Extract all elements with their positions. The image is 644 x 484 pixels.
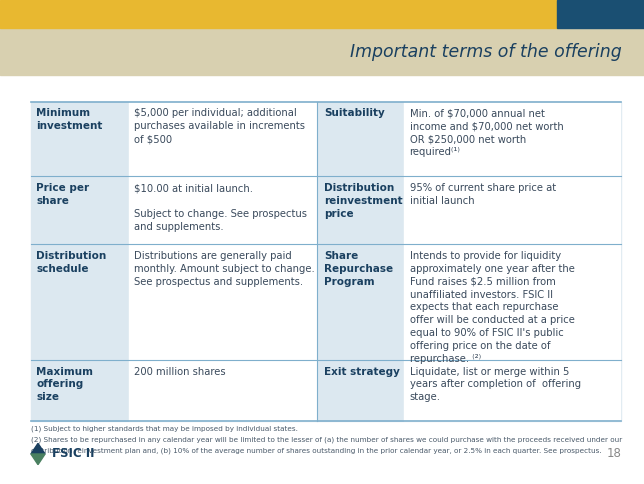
- Text: (2) Shares to be repurchased in any calendar year will be limited to the lesser : (2) Shares to be repurchased in any cale…: [31, 437, 622, 443]
- Text: distribution reinvestment plan and, (b) 10% of the average number of shares outs: distribution reinvestment plan and, (b) …: [31, 447, 601, 454]
- Text: Minimum
investment: Minimum investment: [36, 108, 102, 131]
- Bar: [129, 176, 316, 244]
- Bar: [557, 0, 644, 28]
- Text: Distribution
schedule: Distribution schedule: [36, 251, 106, 274]
- Text: $5,000 per individual; additional
purchases available in increments
of $500: $5,000 per individual; additional purcha…: [134, 108, 305, 144]
- Bar: [31, 102, 621, 421]
- Text: Distributions are generally paid
monthly. Amount subject to change.
See prospect: Distributions are generally paid monthly…: [134, 251, 315, 287]
- Text: Share
Repurchase
Program: Share Repurchase Program: [324, 251, 393, 287]
- Bar: [404, 244, 620, 360]
- Text: FSIC II: FSIC II: [52, 448, 95, 460]
- Text: Important terms of the offering: Important terms of the offering: [350, 43, 621, 60]
- Text: Liquidate, list or merge within 5
years after completion of  offering
stage.: Liquidate, list or merge within 5 years …: [410, 367, 581, 402]
- Bar: [129, 244, 316, 360]
- Text: 18: 18: [607, 448, 621, 460]
- Bar: [129, 360, 316, 421]
- Text: Suitability: Suitability: [324, 108, 384, 119]
- Text: Intends to provide for liquidity
approximately one year after the
Fund raises $2: Intends to provide for liquidity approxi…: [410, 251, 574, 363]
- Bar: [404, 102, 620, 176]
- Text: (1) Subject to higher standards that may be imposed by individual states.: (1) Subject to higher standards that may…: [31, 426, 298, 432]
- Text: Exit strategy: Exit strategy: [324, 367, 400, 377]
- Text: 95% of current share price at
initial launch: 95% of current share price at initial la…: [410, 183, 556, 206]
- Text: Min. of $70,000 annual net
income and $70,000 net worth
OR $250,000 net worth
re: Min. of $70,000 annual net income and $7…: [410, 108, 564, 157]
- Text: Distribution
reinvestment
price: Distribution reinvestment price: [324, 183, 402, 219]
- Text: $10.00 at initial launch.

Subject to change. See prospectus
and supplements.: $10.00 at initial launch. Subject to cha…: [134, 183, 307, 231]
- Text: Price per
share: Price per share: [36, 183, 89, 206]
- Bar: [0, 0, 557, 28]
- Polygon shape: [31, 443, 45, 454]
- Text: Maximum
offering
size: Maximum offering size: [36, 367, 93, 402]
- Bar: [404, 360, 620, 421]
- Bar: [404, 176, 620, 244]
- Text: 200 million shares: 200 million shares: [134, 367, 225, 377]
- Bar: [0, 28, 644, 75]
- Polygon shape: [31, 454, 45, 465]
- Bar: [129, 102, 316, 176]
